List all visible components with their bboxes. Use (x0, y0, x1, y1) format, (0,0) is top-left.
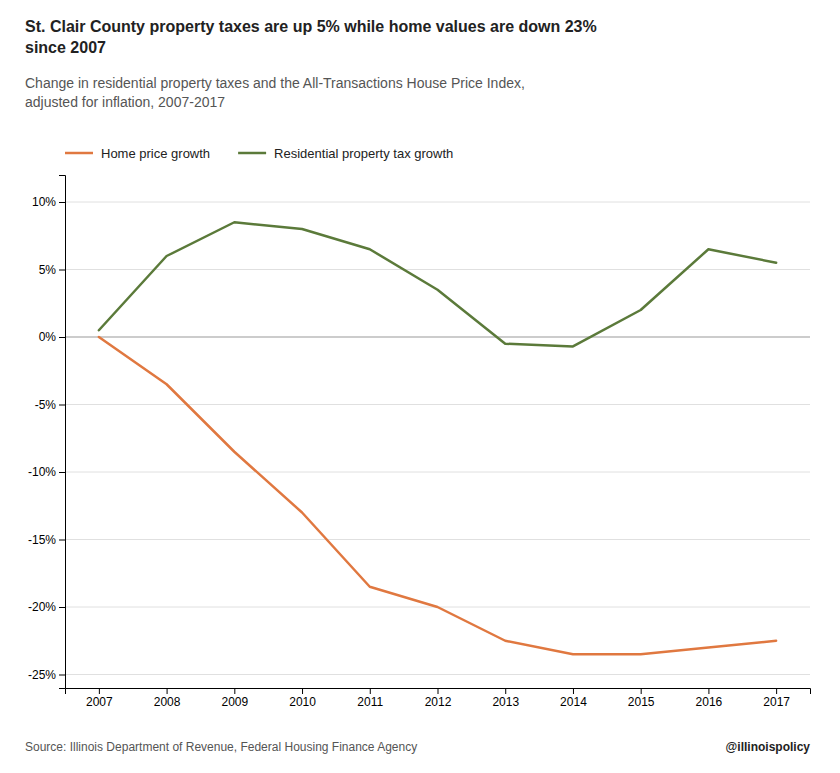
x-tick-mark (99, 688, 100, 694)
legend-item: Residential property tax growth (238, 146, 453, 161)
plot-area: 2007 2008 2009 2010 2011 2012 2013 2014 2015 2016… (28, 176, 811, 709)
title-line: since 2007 (25, 39, 106, 56)
y-tick-label: -10% (28, 465, 56, 479)
y-tick-mark (59, 540, 65, 541)
line (99, 222, 776, 346)
chart: St. Clair County property taxes are up 5… (0, 0, 840, 773)
title: St. Clair County property taxes are up 5… (25, 18, 597, 56)
y-tick-mark (59, 405, 65, 406)
y-tick-label: -20% (28, 600, 56, 614)
y-tick: -5% (35, 398, 65, 412)
y-axis: -25% -20% -15% -10% -5% 0% 5% 10% (28, 176, 66, 689)
subtitle: Change in residential property taxes and… (25, 75, 525, 110)
x-tick: 2017 (763, 688, 790, 709)
x-tick-mark (573, 688, 574, 694)
annotation: @illinoispolicy (726, 740, 811, 754)
x-tick: 2013 (492, 688, 519, 709)
x-tick-label: 2012 (425, 695, 452, 709)
x-axis: 2007 2008 2009 2010 2011 2012 2013 2014 2015 2016… (66, 688, 811, 709)
subtitle-line: Change in residential property taxes and… (25, 75, 525, 91)
x-tick-label: 2011 (357, 695, 383, 709)
x-tick: 2008 (154, 688, 181, 709)
grid (65, 202, 810, 675)
annotation: Source: Illinois Department of Revenue, … (25, 740, 417, 754)
grid-line (65, 472, 810, 473)
y-tick-label: 5% (39, 263, 57, 277)
x-tick: 2010 (289, 688, 316, 709)
legend: Home price growth Residential property ta… (65, 146, 453, 161)
series-group (99, 222, 776, 654)
y-tick-mark (59, 675, 65, 676)
x-tick-label: 2007 (86, 695, 113, 709)
x-tick-label: 2017 (763, 695, 790, 709)
y-tick-mark (59, 337, 65, 338)
x-tick: 2015 (628, 688, 655, 709)
x-tick-mark (167, 688, 168, 694)
grid-line (65, 539, 810, 540)
legend-label: Home price growth (101, 146, 210, 161)
x-tick-label: 2009 (221, 695, 248, 709)
line (99, 337, 776, 654)
subtitle-line: adjusted for inflation, 2007-2017 (25, 94, 225, 110)
x-tick-mark (302, 688, 303, 694)
x-tick-label: 2014 (560, 695, 587, 709)
y-tick: -25% (28, 668, 65, 682)
y-tick-label: -25% (28, 668, 56, 682)
x-tick-mark (708, 688, 709, 694)
x-tick: 2009 (221, 688, 248, 709)
y-tick: -15% (28, 533, 65, 547)
y-tick-label: -5% (35, 398, 57, 412)
x-tick-label: 2008 (154, 695, 181, 709)
grid-line (65, 674, 810, 675)
x-tick: 2014 (560, 688, 587, 709)
y-tick: 0% (39, 330, 65, 344)
x-tick-mark (234, 688, 235, 694)
y-tick: -20% (28, 600, 65, 614)
x-tick: 2016 (696, 688, 723, 709)
y-tick-label: 0% (39, 330, 57, 344)
zero-line (65, 337, 810, 338)
y-tick: 10% (32, 195, 65, 209)
x-tick: 2011 (357, 688, 383, 709)
y-tick-mark (59, 202, 65, 203)
x-tick-label: 2015 (628, 695, 655, 709)
title-line: St. Clair County property taxes are up 5… (25, 18, 597, 35)
legend-label: Residential property tax growth (274, 146, 453, 161)
grid-line (65, 202, 810, 203)
y-tick-label: 10% (32, 195, 56, 209)
y-tick-label: -15% (28, 533, 56, 547)
legend-item: Home price growth (65, 146, 210, 161)
x-tick-label: 2010 (289, 695, 316, 709)
y-tick-mark (59, 472, 65, 473)
x-tick-mark (641, 688, 642, 694)
y-tick-mark (59, 270, 65, 271)
grid-line (65, 269, 810, 270)
grid-line (65, 404, 810, 405)
x-tick-label: 2016 (696, 695, 723, 709)
legend-swatch (238, 152, 266, 155)
x-tick: 2012 (425, 688, 452, 709)
y-tick: -10% (28, 465, 65, 479)
x-tick-mark (370, 688, 371, 694)
legend-swatch (65, 152, 93, 155)
x-tick: 2007 (86, 688, 113, 709)
x-axis-line (66, 689, 811, 695)
y-tick: 5% (39, 263, 65, 277)
y-axis-line (59, 176, 66, 689)
x-tick-mark (438, 688, 439, 694)
x-tick-label: 2013 (492, 695, 519, 709)
x-tick-mark (776, 688, 777, 694)
x-tick-mark (505, 688, 506, 694)
y-tick-mark (59, 607, 65, 608)
